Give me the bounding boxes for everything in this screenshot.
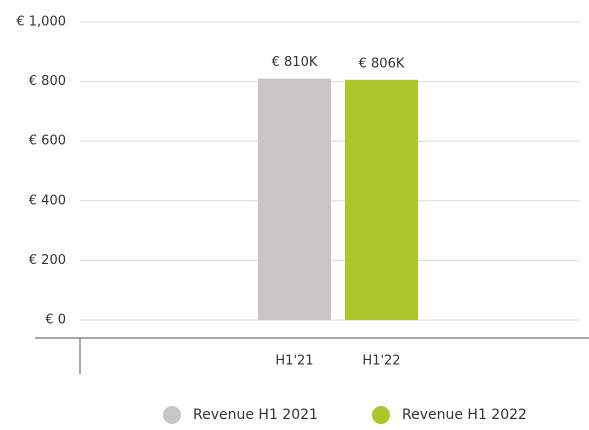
y-tick-label: € 200 [29, 253, 66, 268]
legend-swatch [163, 406, 181, 424]
bar [258, 78, 331, 321]
bar [345, 79, 418, 320]
y-tick-label: € 400 [29, 193, 66, 208]
y-tick-label: € 1,000 [16, 15, 66, 30]
legend-swatch [372, 406, 390, 424]
data-label: € 806K [359, 56, 405, 71]
x-tick-label: H1'22 [362, 354, 400, 369]
legend-label: Revenue H1 2021 [193, 407, 318, 423]
y-tick-label: € 0 [45, 313, 66, 328]
y-tick-label: € 600 [29, 134, 66, 149]
data-label: € 810K [272, 55, 318, 70]
x-tick-label: H1'21 [275, 354, 313, 369]
y-tick-label: € 800 [29, 74, 66, 89]
legend-label: Revenue H1 2022 [402, 407, 527, 423]
